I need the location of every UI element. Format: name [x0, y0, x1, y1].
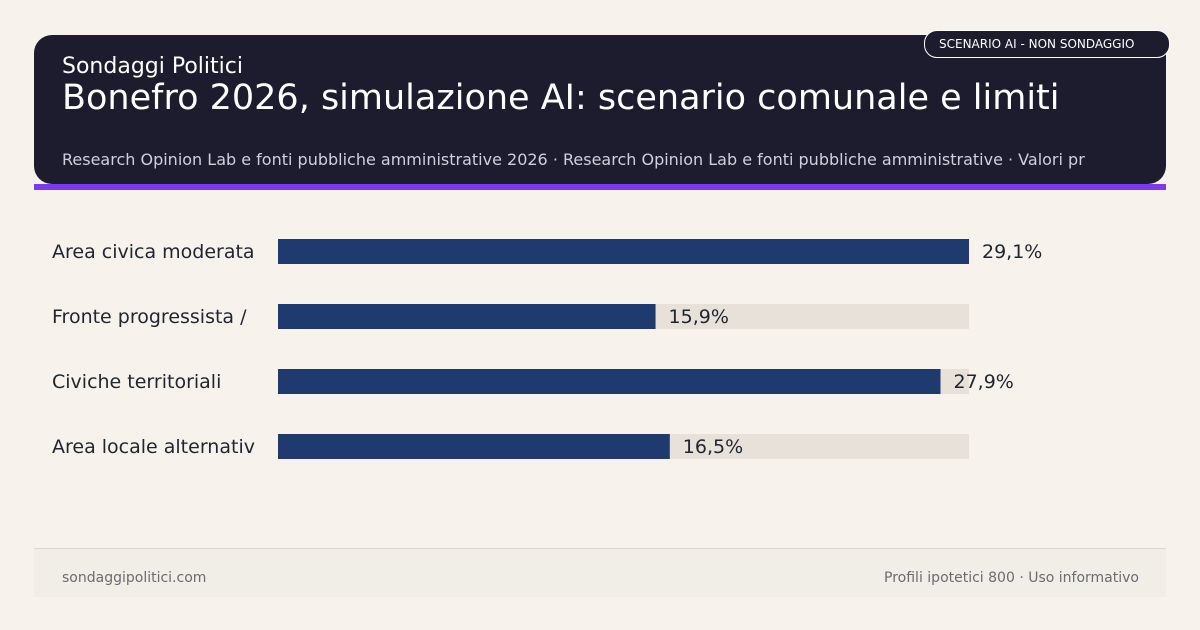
category-label: Area civica moderata: [52, 241, 255, 263]
footer-site: sondaggipolitici.com: [62, 570, 207, 586]
accent-bar: [34, 184, 1166, 190]
value-label: 15,9%: [669, 306, 729, 328]
value-label: 29,1%: [982, 241, 1042, 263]
bar-chart: Area civica moderata 29,1% Fronte progress…: [52, 239, 1042, 459]
bar: [278, 434, 670, 459]
footer-note: Profili ipotetici 800 · Uso informativo: [884, 570, 1139, 586]
value-label: 16,5%: [683, 436, 743, 458]
header-panel: Sondaggi Politici Bonefro 2026, simulazi…: [34, 35, 1166, 184]
scenario-badge: SCENARIO AI - NON SONDAGGIO: [924, 30, 1170, 58]
value-label: 27,9%: [954, 371, 1014, 393]
bar: [278, 304, 656, 329]
footer: sondaggipolitici.com Profili ipotetici 8…: [34, 548, 1166, 597]
chart-title: Bonefro 2026, simulazione AI: scenario c…: [62, 78, 1060, 118]
category-label: Civiche territoriali: [52, 371, 221, 393]
bar: [278, 369, 941, 394]
category-label: Area locale alternativ: [52, 436, 255, 458]
brand-name: Sondaggi Politici: [62, 54, 243, 79]
bar: [278, 239, 969, 264]
category-label: Fronte progressista /: [52, 306, 247, 328]
chart-subtitle: Research Opinion Lab e fonti pubbliche a…: [62, 150, 1085, 169]
